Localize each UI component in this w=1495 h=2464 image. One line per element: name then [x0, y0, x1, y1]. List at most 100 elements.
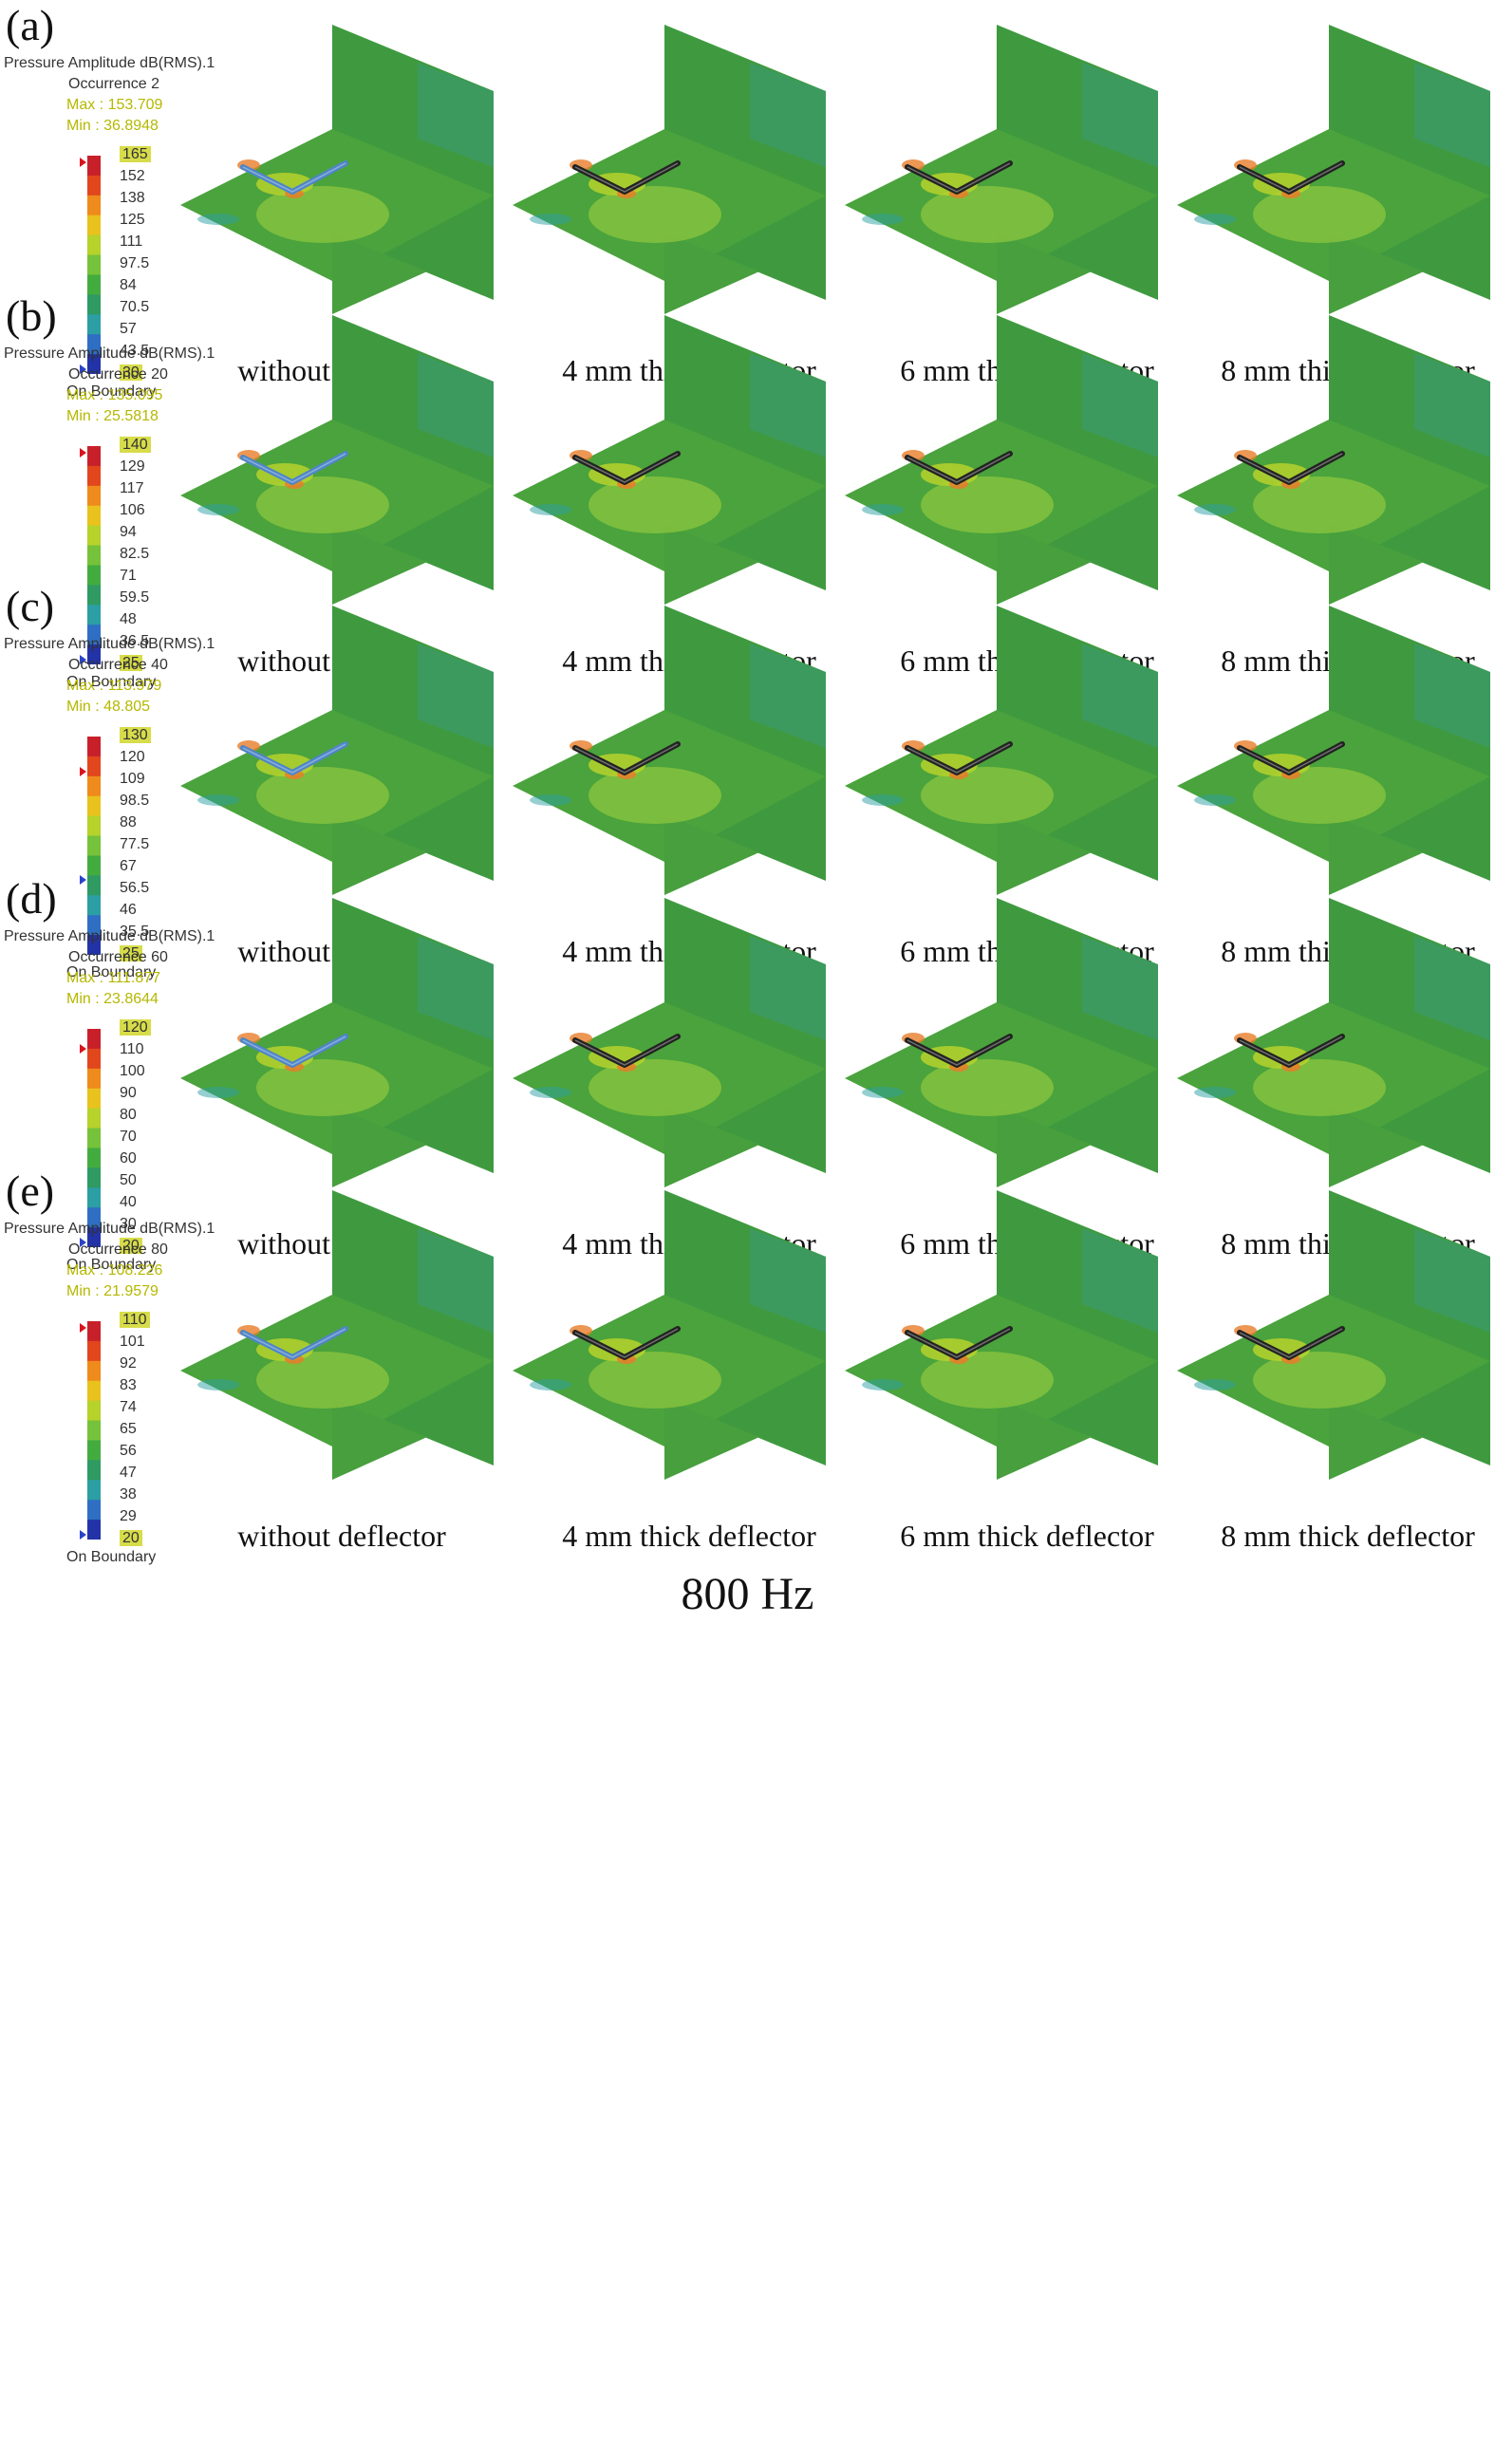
field-contour [256, 1059, 389, 1116]
legend-color-step [87, 465, 101, 487]
wall-field-band [1082, 353, 1158, 457]
wall-field-band [418, 936, 494, 1040]
pressure-field-render [845, 25, 1158, 314]
pipe-highlight [906, 162, 1011, 193]
pipe-highlight [574, 743, 679, 774]
min-marker-icon [80, 875, 86, 885]
panel-label: (a) [6, 1, 55, 49]
legend-color-step [87, 254, 101, 275]
legend-tick-label: 138 [120, 190, 145, 206]
legend-occurrence: Occurrence 80 [68, 1241, 168, 1258]
legend-title: Pressure Amplitude dB(RMS).1 [4, 636, 215, 652]
simulation-view [513, 898, 826, 1211]
legend-color-step [87, 485, 101, 507]
pipe-highlight [906, 453, 1011, 483]
wall-field-band [1082, 644, 1158, 748]
low-pressure-contour [197, 794, 239, 806]
legend-tick-label: 110 [120, 1041, 144, 1057]
field-contour [1253, 1352, 1386, 1409]
simulation-view [1177, 606, 1490, 919]
legend-tick-label: 140 [120, 437, 151, 453]
simulation-view [180, 25, 494, 338]
pipe [240, 1326, 348, 1360]
legend-tick-label: 129 [120, 458, 145, 475]
legend-tick-label: 25 [120, 945, 142, 961]
legend-color-bar [87, 446, 101, 664]
wall-lower [332, 524, 427, 605]
legend-color-step [87, 525, 101, 547]
legend-tick: 70.5 [120, 299, 149, 316]
view-caption: 8 mm thick deflector [1221, 1519, 1475, 1553]
legend-color-step [87, 565, 101, 586]
field-contour [921, 186, 1054, 243]
simulation-view [513, 315, 826, 628]
pipe-highlight [574, 1036, 679, 1066]
legend-tick-label: 82.5 [120, 546, 150, 562]
pipe [240, 451, 348, 485]
field-contour [589, 767, 721, 824]
legend-tick: 88 [120, 814, 137, 831]
legend-color-step [87, 1500, 101, 1521]
legend-color-step [87, 274, 101, 295]
low-pressure-contour [1194, 504, 1236, 515]
pipe [572, 451, 681, 485]
simulation-view [845, 898, 1158, 1211]
pipe [572, 1326, 681, 1360]
legend-tick: 30 [120, 1216, 137, 1233]
legend-color-step [87, 737, 101, 757]
legend-tick: 20 [120, 1530, 142, 1547]
color-legend: Pressure Amplitude dB(RMS).1 Occurrence 4… [0, 636, 215, 997]
low-pressure-contour [197, 1087, 239, 1098]
wall-lower [332, 1107, 427, 1187]
legend-tick: 56 [120, 1443, 137, 1460]
legend-tick: 47 [120, 1465, 137, 1482]
legend-tick-label: 36.5 [120, 633, 150, 649]
legend-tick: 59.5 [120, 589, 149, 607]
legend-tick: 38 [120, 1486, 137, 1503]
legend-boundary-label: On Boundary [66, 383, 157, 400]
pipe [905, 1034, 1013, 1068]
wall-lower [1329, 1399, 1424, 1480]
pipe-highlight [906, 1036, 1011, 1066]
legend-tick: 48 [120, 611, 137, 628]
simulation-view [180, 898, 494, 1211]
pipe [905, 1326, 1013, 1360]
wall-lower [997, 524, 1092, 605]
legend-tick-label: 56 [120, 1443, 137, 1459]
wall-field-band [1414, 936, 1490, 1040]
legend-tick: 30 [120, 364, 142, 382]
legend-color-step [87, 334, 101, 355]
legend-tick-label: 38 [120, 1486, 137, 1503]
low-pressure-contour [1194, 1379, 1236, 1391]
pipe-highlight [242, 453, 346, 483]
pipe-highlight [1239, 453, 1343, 483]
simulation-view [1177, 1190, 1490, 1503]
legend-color-step [87, 1360, 101, 1382]
simulation-view [180, 1190, 494, 1503]
min-marker-icon [80, 364, 86, 374]
pipe-highlight [242, 1328, 346, 1358]
legend-tick: 152 [120, 168, 145, 185]
pipe-highlight [1239, 1036, 1343, 1066]
pressure-field-render [180, 315, 494, 605]
legend-tick-label: 29 [120, 1508, 137, 1524]
low-pressure-contour [862, 1379, 904, 1391]
wall-lower [1329, 524, 1424, 605]
legend-title: Pressure Amplitude dB(RMS).1 [4, 55, 215, 71]
pipe [1237, 1034, 1345, 1068]
legend-tick: 29 [120, 1508, 137, 1525]
legend-color-step [87, 895, 101, 916]
legend-color-bar [87, 156, 101, 374]
legend-tick-label: 74 [120, 1399, 137, 1415]
pressure-field-render [845, 606, 1158, 895]
legend-tick-label: 88 [120, 814, 137, 831]
pipe-highlight [906, 1328, 1011, 1358]
pipe-highlight [574, 162, 679, 193]
max-marker-icon [80, 1323, 86, 1333]
low-pressure-contour [862, 1087, 904, 1098]
legend-tick-label: 109 [120, 771, 145, 787]
pipe [1237, 1326, 1345, 1360]
wall-lower [997, 233, 1092, 314]
legend-tick: 20 [120, 1238, 142, 1255]
figure-panel: (e) Pressure Amplitude dB(RMS).1 Occurrenc… [0, 1166, 1495, 1645]
